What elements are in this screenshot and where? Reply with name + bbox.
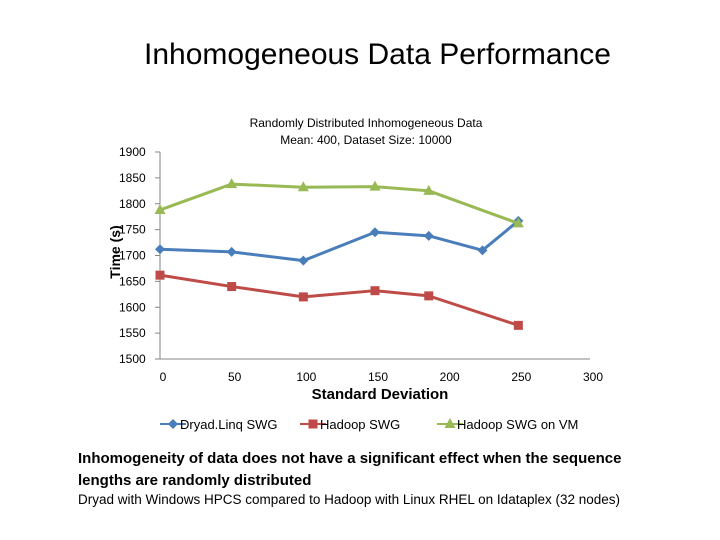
x-tick-label: 0	[160, 370, 167, 384]
data-point	[227, 282, 237, 292]
data-point	[423, 230, 434, 241]
x-tick-label: 250	[511, 370, 531, 384]
data-point	[369, 180, 381, 191]
legend-item: Hadoop SWG	[300, 417, 400, 432]
slide-title: Inhomogeneous Data Performance	[144, 38, 611, 71]
y-tick-label: 1650	[119, 274, 146, 288]
data-point	[154, 203, 166, 214]
x-tick-label: 150	[368, 370, 388, 384]
data-point	[226, 246, 237, 257]
data-point	[155, 270, 165, 280]
series-layer	[154, 178, 524, 330]
series-3	[154, 178, 524, 228]
data-point	[513, 320, 523, 330]
data-point	[370, 227, 380, 238]
axes: 1500 1550 1600 1650 1700 1750 1800 1850 1900 0 50 1…	[119, 145, 603, 384]
note-secondary: Dryad with Windows HPCS compared to Hado…	[78, 492, 621, 507]
data-point	[226, 178, 238, 189]
y-tick-label: 1700	[119, 249, 146, 263]
x-axis-label: Standard Deviation	[312, 386, 449, 403]
data-point	[168, 419, 178, 429]
y-tick-label: 1750	[119, 223, 146, 237]
series-2	[155, 270, 523, 330]
y-tick-label: 1850	[119, 171, 146, 185]
legend-item: Dryad.Linq SWG	[160, 417, 278, 432]
y-tick-label: 1550	[119, 326, 146, 340]
data-point	[298, 255, 309, 266]
data-point	[298, 292, 308, 302]
data-point	[308, 419, 318, 429]
x-tick-label: 100	[296, 370, 316, 384]
note-primary: Inhomogeneity of data does not have a si…	[78, 450, 622, 489]
series-1	[155, 215, 524, 266]
y-tick-label: 1500	[119, 352, 146, 366]
chart-subtitle: Mean: 400, Dataset Size: 10000	[280, 133, 452, 147]
data-point	[155, 244, 165, 255]
data-point	[424, 291, 434, 301]
x-tick-label: 300	[583, 370, 603, 384]
data-point	[512, 217, 524, 228]
series-line	[159, 219, 520, 263]
y-axis-label: Time (s)	[107, 225, 123, 278]
y-tick-label: 1900	[119, 145, 146, 159]
x-tick-label: 50	[228, 370, 242, 384]
data-point	[444, 418, 456, 428]
data-point	[370, 286, 380, 296]
legend-label: Hadoop SWG on VM	[457, 417, 578, 432]
legend-label: Hadoop SWG	[320, 417, 400, 432]
data-point	[477, 245, 488, 256]
y-tick-label: 1600	[119, 300, 146, 314]
data-point	[297, 181, 309, 192]
chart-title: Randomly Distributed Inhomogeneous Data	[250, 116, 483, 130]
y-tick-label: 1800	[119, 197, 146, 211]
series-line	[159, 273, 519, 327]
data-point	[423, 184, 435, 195]
series-line	[159, 182, 519, 225]
legend-item: Hadoop SWG on VM	[437, 417, 578, 432]
legend-label: Dryad.Linq SWG	[180, 417, 278, 432]
legend: Dryad.Linq SWG Hadoop SWG Hadoop SWG on VM	[160, 417, 578, 432]
x-tick-label: 200	[440, 370, 460, 384]
